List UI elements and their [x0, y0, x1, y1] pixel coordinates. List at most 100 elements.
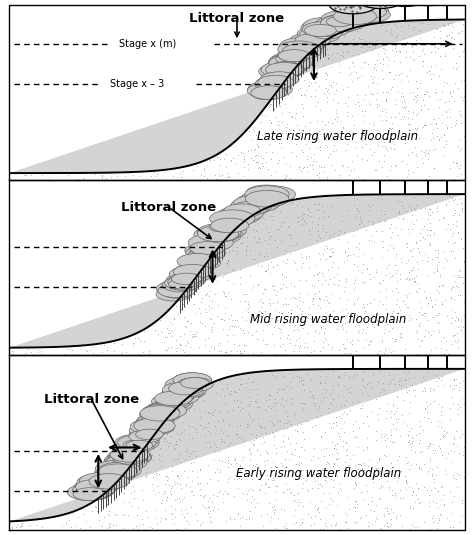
- Point: [355, 98, 362, 106]
- Point: [343, 410, 350, 418]
- Point: [433, 264, 440, 272]
- Point: [315, 126, 322, 135]
- Point: [257, 262, 265, 270]
- Point: [401, 340, 408, 349]
- Point: [449, 23, 457, 32]
- Point: [296, 498, 304, 506]
- Point: [382, 285, 390, 293]
- Point: [252, 131, 260, 140]
- Point: [255, 141, 262, 150]
- Point: [392, 47, 400, 56]
- Point: [457, 162, 465, 171]
- Point: [200, 424, 207, 432]
- Point: [350, 201, 358, 210]
- Point: [422, 294, 429, 302]
- Point: [386, 273, 394, 281]
- Point: [392, 493, 399, 501]
- Point: [367, 231, 374, 240]
- Point: [246, 385, 253, 393]
- Point: [271, 373, 279, 381]
- Point: [372, 501, 380, 509]
- Point: [449, 282, 456, 291]
- Point: [443, 31, 450, 40]
- Point: [303, 465, 311, 474]
- Point: [285, 231, 293, 239]
- Point: [310, 347, 318, 356]
- Point: [447, 19, 455, 27]
- Point: [33, 521, 40, 529]
- Point: [256, 249, 264, 258]
- Point: [314, 504, 322, 513]
- Point: [368, 320, 376, 328]
- Point: [408, 460, 415, 469]
- Point: [189, 447, 197, 456]
- Point: [448, 281, 456, 290]
- Point: [432, 85, 440, 94]
- Point: [318, 279, 326, 288]
- Point: [254, 389, 261, 398]
- Point: [387, 162, 395, 171]
- Point: [220, 315, 228, 324]
- Point: [411, 278, 419, 287]
- Point: [353, 503, 360, 511]
- Point: [416, 308, 423, 316]
- Point: [190, 423, 197, 432]
- Point: [247, 310, 255, 318]
- Point: [360, 278, 367, 287]
- Point: [383, 27, 390, 35]
- Point: [295, 125, 303, 134]
- Point: [388, 228, 395, 236]
- Point: [308, 484, 315, 493]
- Point: [242, 250, 249, 259]
- Point: [456, 433, 464, 441]
- Point: [374, 343, 382, 352]
- Circle shape: [269, 56, 310, 71]
- Point: [385, 485, 392, 493]
- Point: [209, 264, 216, 273]
- Point: [163, 430, 171, 439]
- Point: [238, 403, 246, 412]
- Point: [440, 142, 448, 151]
- Point: [161, 346, 169, 354]
- Circle shape: [248, 81, 292, 98]
- Point: [206, 314, 214, 322]
- Point: [172, 414, 179, 423]
- Point: [264, 165, 271, 173]
- Point: [448, 39, 456, 47]
- Point: [252, 238, 260, 246]
- Point: [173, 471, 180, 480]
- Point: [413, 95, 420, 104]
- Point: [166, 439, 174, 448]
- Point: [349, 50, 356, 59]
- Point: [449, 229, 457, 238]
- Point: [193, 472, 201, 481]
- Point: [355, 219, 363, 228]
- Point: [401, 471, 409, 480]
- Point: [402, 384, 410, 393]
- Point: [63, 519, 70, 528]
- Point: [386, 142, 393, 151]
- Point: [413, 280, 420, 288]
- Point: [393, 30, 401, 39]
- Point: [368, 79, 376, 88]
- Point: [380, 349, 388, 358]
- Point: [359, 174, 367, 182]
- Point: [400, 164, 407, 173]
- Circle shape: [162, 286, 186, 295]
- Point: [449, 196, 457, 204]
- Point: [268, 282, 275, 291]
- Point: [335, 58, 343, 66]
- Point: [455, 405, 462, 414]
- Point: [374, 168, 381, 177]
- Point: [307, 129, 315, 138]
- Point: [362, 328, 370, 337]
- Point: [351, 322, 359, 330]
- Point: [170, 455, 177, 464]
- Point: [210, 269, 218, 277]
- Point: [263, 339, 271, 348]
- Point: [272, 469, 279, 478]
- Point: [292, 239, 300, 248]
- Point: [385, 127, 392, 135]
- Point: [355, 341, 363, 349]
- Circle shape: [170, 278, 196, 287]
